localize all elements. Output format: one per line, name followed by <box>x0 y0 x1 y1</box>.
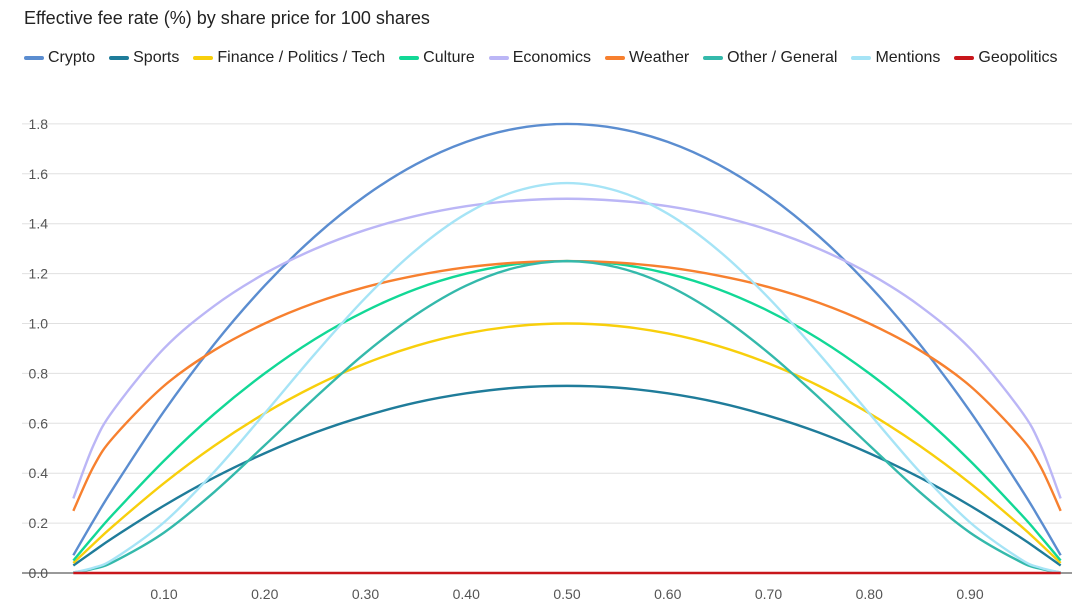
legend: Crypto Sports Finance / Politics / Tech Cul… <box>24 48 1084 68</box>
legend-label: Economics <box>512 49 591 66</box>
legend-item[interactable]: Mentions <box>851 48 940 68</box>
series-line-culture <box>72 259 1062 562</box>
y-tick-label: 1.2 <box>29 266 49 282</box>
y-tick-label: 0.8 <box>29 365 49 381</box>
x-tick-label: 0.20 <box>251 586 278 602</box>
legend-item[interactable]: Economics <box>488 48 591 68</box>
legend-label: Weather <box>628 49 690 66</box>
y-tick-label: 0.2 <box>29 515 49 531</box>
x-tick-label: 0.60 <box>654 586 681 602</box>
x-tick-label: 0.50 <box>553 586 580 602</box>
legend-item[interactable]: Finance / Politics / Tech <box>193 48 385 68</box>
y-tick-label: 1.8 <box>29 116 49 132</box>
legend-swatch <box>399 56 420 60</box>
legend-label: Sports <box>133 49 180 66</box>
y-tick-label: 1.6 <box>29 166 49 182</box>
legend-swatch <box>604 56 625 60</box>
x-tick-label: 0.40 <box>453 586 480 602</box>
legend-swatch <box>488 56 509 60</box>
x-tick-label: 0.10 <box>150 586 177 602</box>
x-tick-label: 0.80 <box>856 586 883 602</box>
legend-label: Geopolitics <box>978 49 1058 66</box>
legend-swatch <box>954 56 975 60</box>
x-tick-label: 0.90 <box>956 586 983 602</box>
legend-item[interactable]: Other / General <box>703 48 837 68</box>
legend-swatch <box>851 56 872 60</box>
legend-label: Other / General <box>727 49 838 66</box>
x-tick-label: 0.70 <box>755 586 782 602</box>
y-tick-label: 0.0 <box>29 565 49 581</box>
series-line-mentions <box>73 181 1061 574</box>
y-tick-label: 0.4 <box>29 465 49 481</box>
y-tick-label: 1.0 <box>29 316 49 332</box>
legend-item[interactable]: Geopolitics <box>954 48 1058 68</box>
series-line-crypto <box>72 122 1062 556</box>
legend-item[interactable]: Sports <box>109 48 179 68</box>
legend-label: Crypto <box>48 49 96 66</box>
legend-label: Mentions <box>875 49 941 66</box>
legend-swatch <box>703 56 724 60</box>
legend-item[interactable]: Culture <box>399 48 475 68</box>
legend-label: Culture <box>423 49 475 66</box>
legend-swatch <box>24 56 44 60</box>
x-tick-label: 0.30 <box>352 586 379 602</box>
legend-label: Finance / Politics / Tech <box>217 49 386 66</box>
series-line-sports <box>72 384 1062 567</box>
series-line-finance-politics-tech <box>72 322 1062 564</box>
legend-item[interactable]: Crypto <box>24 48 95 68</box>
legend-swatch <box>109 56 130 60</box>
series-line-economics <box>72 197 1062 499</box>
y-tick-label: 1.4 <box>29 216 49 232</box>
legend-item[interactable]: Weather <box>604 48 690 68</box>
y-tick-label: 0.6 <box>29 415 49 431</box>
legend-swatch <box>193 56 214 60</box>
chart-title: Effective fee rate (%) by share price fo… <box>24 8 430 28</box>
series-line-other-general <box>73 259 1061 574</box>
